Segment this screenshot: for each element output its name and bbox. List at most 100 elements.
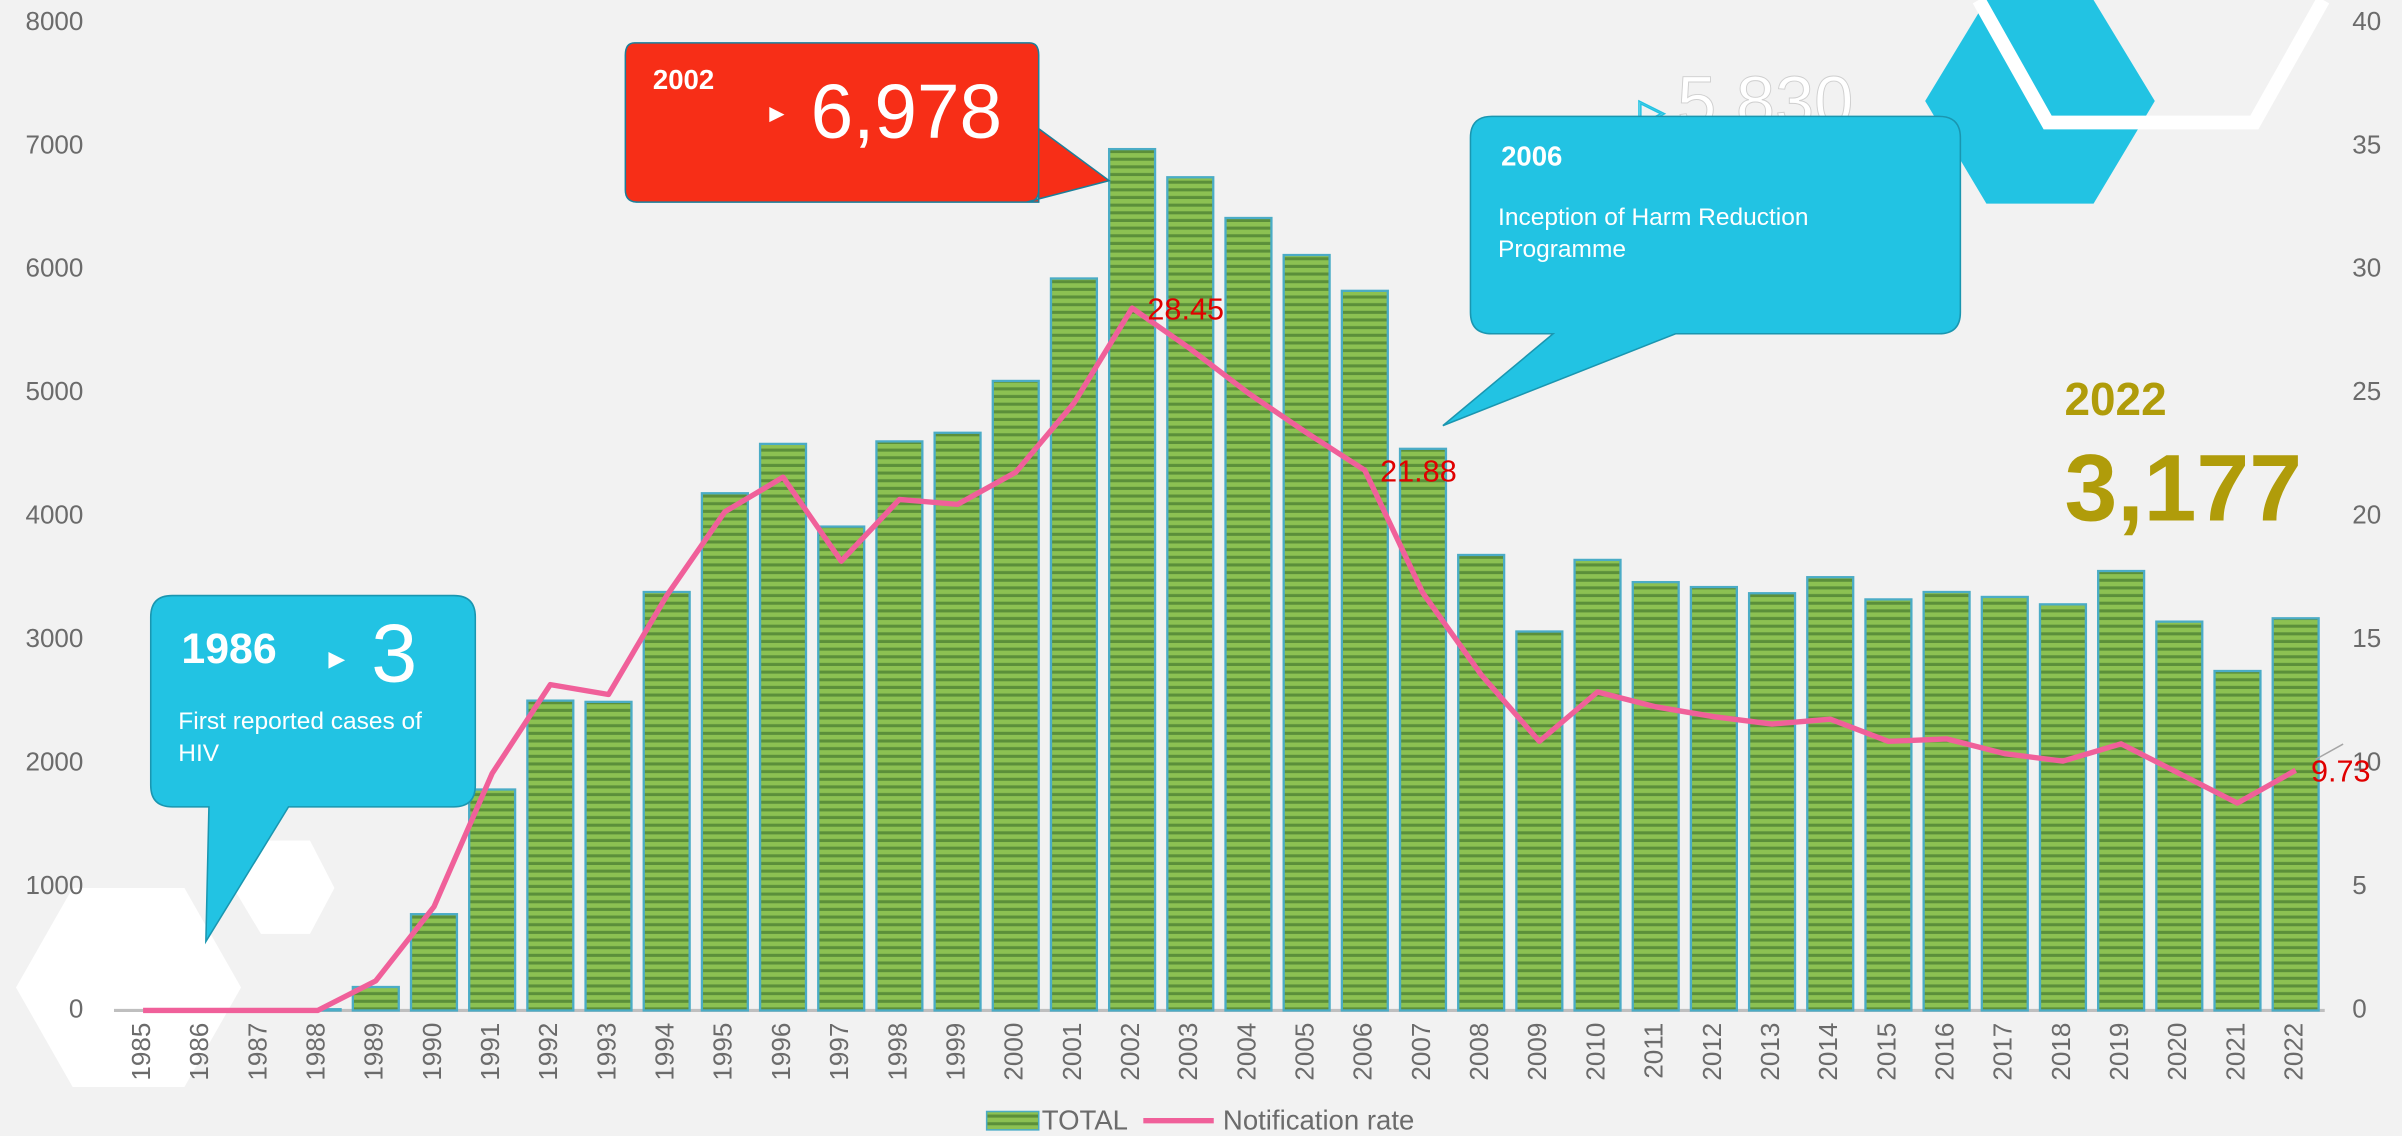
bar [2271,617,2320,1012]
callout-arrow: ▸ [769,95,785,129]
bar [817,525,866,1012]
y2-tick-label: 30 [2352,253,2381,283]
x-tick-label: 1992 [533,1023,563,1081]
bar [2213,669,2262,1012]
annotation-year: 2022 [2064,373,2166,425]
bar [1922,590,1971,1012]
callout-value: 6,978 [811,70,1003,155]
bar [700,492,749,1012]
y-tick-label: 5000 [25,376,83,406]
bar [468,788,517,1012]
x-tick-label: 2004 [1231,1023,1261,1081]
bar [1457,553,1506,1012]
x-tick-label: 1998 [882,1023,912,1081]
x-tick-label: 2010 [1580,1023,1610,1081]
y2-tick-label: 10 [2352,746,2381,776]
y-tick-label: 2000 [25,746,83,776]
callout-value: 3 [371,606,417,699]
x-tick-label: 1988 [300,1023,330,1081]
x-tick-label: 2020 [2162,1023,2192,1081]
callout-text-wrap: Inception of Harm Reduction Programme [1498,205,1809,264]
label-leader [2315,743,2344,761]
y2-tick-label: 35 [2352,129,2381,159]
bar [584,700,633,1012]
callout-text-wrap: First reported cases of HIV [178,708,422,768]
bar [2038,603,2088,1012]
bar [2097,569,2146,1012]
bar [1980,595,2029,1012]
callout-year: 1986 [181,625,276,673]
x-tick-label: 2001 [1057,1023,1087,1081]
y2-tick-label: 20 [2352,500,2381,530]
bar [1166,176,1215,1012]
bar [1864,598,1913,1012]
x-tick-label: 1997 [824,1023,854,1081]
bar [1747,592,1797,1012]
y2-tick-label: 0 [2352,993,2366,1023]
y2-tick-label: 25 [2352,376,2381,406]
y-tick-label: 0 [69,993,83,1023]
y-tick-label: 3000 [25,623,83,653]
bar [875,440,924,1012]
callout-arrow: ▸ [328,640,345,677]
hexagon-outline [1972,0,2330,130]
y-tick-label: 8000 [25,6,83,36]
y2-tick-label: 40 [2352,6,2381,36]
x-tick-label: 1987 [242,1023,272,1081]
data-label: 21.88 [1380,454,1457,488]
x-tick-label: 1996 [766,1023,796,1081]
plot-area: 0 1000 2000 3000 4000 5000 6000 7000 8000 0 5 10 15 2… [25,6,2381,1081]
y-tick-label: 6000 [25,253,83,283]
x-tick-label: 1986 [184,1023,214,1081]
x-tick-label: 1993 [591,1023,621,1081]
x-tick-label: 2009 [1522,1023,1552,1081]
bar [642,590,691,1012]
bar [1573,558,1622,1012]
legend-swatch [985,1110,1040,1131]
x-tick-label: 2000 [999,1023,1029,1081]
annotation-value: 3,177 [2064,436,2302,542]
x-tick-label: 2015 [1871,1023,1901,1081]
callout-box [1442,115,1962,427]
x-tick-label: 2017 [1988,1023,2018,1081]
bar [1340,289,1389,1012]
bar [526,699,575,1012]
bar [1224,216,1273,1012]
x-tick-label: 2013 [1755,1023,1785,1081]
bar [1282,253,1331,1012]
bar [1515,630,1564,1012]
bar [1107,147,1157,1012]
x-tick-label: 2012 [1697,1023,1727,1081]
x-tick-label: 1995 [708,1023,738,1081]
x-tick-label: 2005 [1290,1023,1320,1081]
legend-label: Notification rate [1223,1105,1414,1136]
callout-year: 2002 [653,64,714,95]
bar [1806,576,1855,1012]
callout-text: Inception of Harm Reduction Programme [1498,205,1809,264]
legend-label: TOTAL [1042,1105,1128,1136]
bar [991,379,1040,1012]
bar [758,442,808,1012]
x-tick-label: 1989 [359,1023,389,1081]
y2-tick-label: 5 [2352,870,2366,900]
line-series [143,305,2297,1014]
x-tick-label: 2011 [1639,1023,1669,1079]
bar [1049,277,1099,1012]
x-tick-label: 2007 [1406,1023,1436,1081]
data-label: 9.73 [2311,754,2371,788]
bar [2155,620,2204,1012]
y-tick-label: 4000 [25,500,83,530]
hexagon-decoration [233,840,335,934]
x-tick-label: 2018 [2046,1023,2076,1081]
x-tick-label: 2003 [1173,1023,1203,1081]
y2-tick-label: 15 [2352,623,2381,653]
y-tick-label: 1000 [25,870,83,900]
x-tick-label: 1991 [475,1023,505,1081]
x-tick-label: 2019 [2104,1023,2134,1081]
y-tick-label: 7000 [25,129,83,159]
data-label: 28.45 [1147,292,1224,326]
x-tick-label: 1999 [940,1023,970,1081]
x-tick-label: 2014 [1813,1023,1843,1081]
callout-text: First reported cases of HIV [178,708,422,768]
